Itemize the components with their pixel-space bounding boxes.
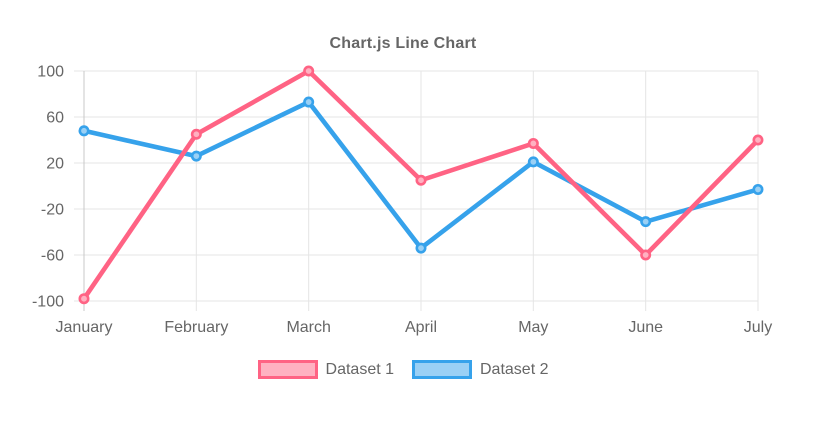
- y-tick-label: -20: [41, 202, 64, 219]
- x-tick-label: June: [628, 319, 663, 336]
- data-point-series-2[interactable]: [415, 242, 427, 254]
- data-point-series-1[interactable]: [415, 174, 427, 186]
- x-tick-label: July: [744, 319, 772, 336]
- y-tick-label: 100: [37, 64, 64, 81]
- data-point-series-1[interactable]: [527, 137, 539, 149]
- x-tick-label: May: [518, 319, 548, 336]
- chart-title: Chart.js Line Chart: [329, 35, 477, 52]
- data-point-series-2[interactable]: [190, 150, 202, 162]
- data-point-series-1[interactable]: [640, 249, 652, 261]
- x-tick-label: January: [56, 319, 113, 336]
- data-point-series-2[interactable]: [752, 183, 764, 195]
- data-point-series-1[interactable]: [78, 293, 90, 305]
- data-point-series-2[interactable]: [303, 96, 315, 108]
- data-point-series-1[interactable]: [752, 134, 764, 146]
- data-point-series-1[interactable]: [303, 65, 315, 77]
- data-point-series-2[interactable]: [640, 216, 652, 228]
- x-tick-label: April: [405, 319, 437, 336]
- data-point-series-2[interactable]: [527, 156, 539, 168]
- legend-label-dataset2: Dataset 2: [480, 361, 549, 378]
- dataset1-swatch: [257, 360, 318, 379]
- x-tick-label: March: [286, 319, 330, 336]
- dataset2-swatch: [412, 360, 472, 379]
- x-tick-label: February: [164, 319, 228, 336]
- legend-item-dataset2[interactable]: Dataset 2: [412, 360, 548, 379]
- y-tick-label: -60: [41, 248, 64, 265]
- legend: Dataset 1 Dataset 2: [0, 360, 806, 379]
- y-tick-label: -100: [32, 294, 64, 311]
- legend-label-dataset1: Dataset 1: [325, 361, 394, 378]
- data-point-series-1[interactable]: [190, 128, 202, 140]
- legend-item-dataset1[interactable]: Dataset 1: [257, 360, 394, 379]
- y-tick-label: 20: [46, 156, 64, 173]
- y-tick-label: 60: [46, 110, 64, 127]
- data-point-series-2[interactable]: [78, 125, 90, 137]
